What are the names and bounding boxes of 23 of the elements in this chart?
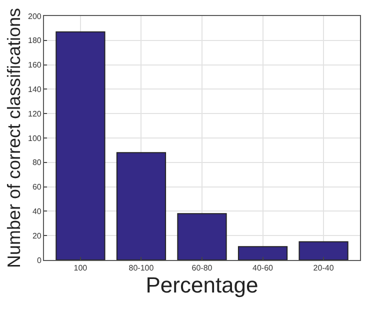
y-tick-label: 180	[28, 36, 42, 46]
bar	[56, 31, 106, 260]
bar	[177, 213, 227, 260]
x-axis-title: Percentage	[146, 272, 258, 298]
y-tick-label: 80	[32, 158, 42, 168]
y-tick-label: 0	[36, 256, 42, 265]
y-tick-label: 160	[28, 60, 42, 70]
y-tick-label: 200	[28, 12, 42, 21]
y-tick-label: 20	[32, 231, 42, 240]
y-tick-label: 140	[28, 85, 42, 94]
x-tick-label: 80-100	[128, 264, 154, 273]
y-axis-title: Number of correct classifications	[4, 8, 24, 268]
bar	[238, 246, 288, 260]
y-tick-label: 100	[28, 134, 42, 143]
bar	[116, 152, 166, 260]
y-tick-label: 120	[28, 109, 42, 118]
x-tick-label: 100	[74, 264, 88, 273]
x-tick-label: 60-80	[192, 264, 213, 273]
y-tick-label: 60	[32, 182, 42, 192]
bar	[298, 241, 348, 260]
y-tick-label: 40	[32, 207, 42, 216]
x-tick-label: 40-60	[252, 264, 274, 273]
x-tick-label: 20-40	[313, 264, 334, 273]
